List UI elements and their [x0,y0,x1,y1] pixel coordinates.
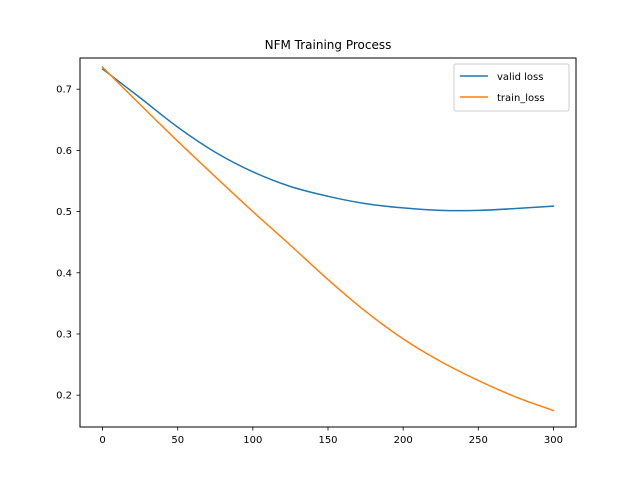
series-line-1 [101,66,555,412]
series-layer [101,66,555,412]
x-tick-label: 150 [318,435,337,446]
legend-label: train_loss [497,93,545,104]
x-tick-label: 0 [99,435,105,446]
x-axis: 0 50 100 150 200 250 300 [99,427,563,446]
legend: valid loss train_loss [453,63,570,112]
y-tick-label: 0.7 [56,85,72,96]
y-tick-label: 0.3 [56,329,72,340]
x-tick-label: 100 [243,435,262,446]
y-axis: 0.2 0.3 0.4 0.5 0.6 0.7 [56,85,80,402]
x-tick-label: 200 [394,435,413,446]
y-tick-label: 0.2 [56,391,72,402]
y-tick-label: 0.5 [56,207,72,218]
y-tick-label: 0.4 [56,268,72,279]
chart-title: NFM Training Process [265,38,392,52]
legend-label: valid loss [497,72,543,83]
series-line-0 [101,67,555,212]
x-tick-label: 300 [544,435,563,446]
x-tick-label: 50 [171,435,184,446]
y-tick-label: 0.6 [56,146,72,157]
x-tick-label: 250 [469,435,488,446]
